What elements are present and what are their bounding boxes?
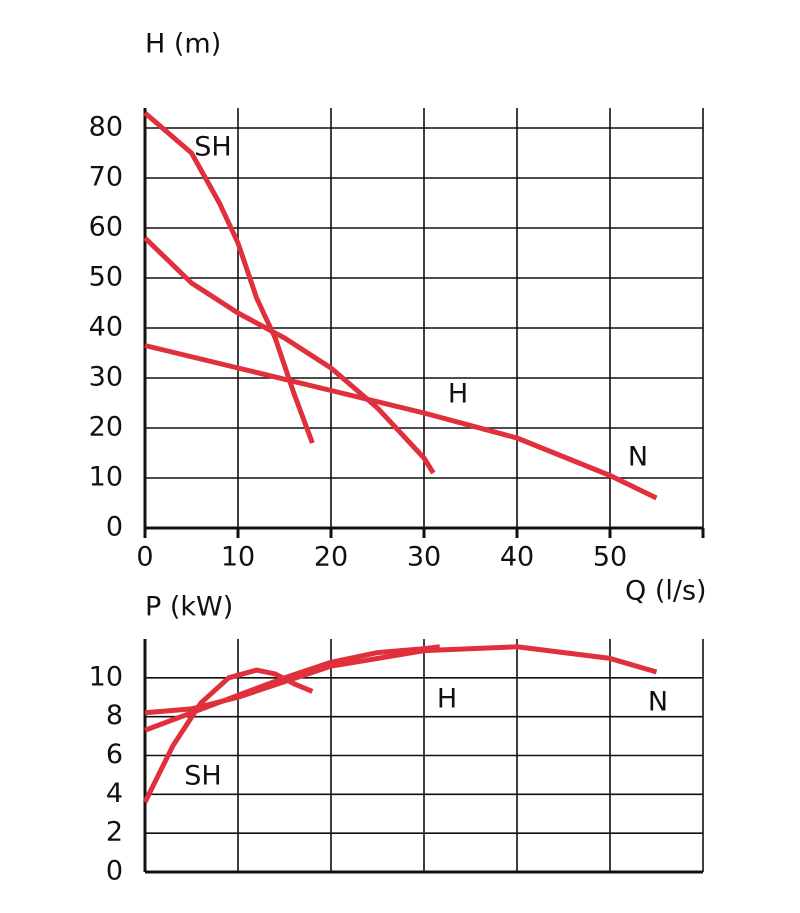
y-tick-label: 50 — [89, 262, 123, 293]
curve — [144, 343, 658, 501]
x-tick-label: 50 — [593, 542, 627, 573]
x-tick-label: 0 — [136, 542, 153, 573]
y-tick-label: 40 — [89, 312, 123, 343]
curve — [143, 236, 436, 475]
y-tick-label: 70 — [89, 162, 123, 193]
y-tick-label: 30 — [89, 362, 123, 393]
x-tick-label: 20 — [314, 542, 348, 573]
y-tick-label: 4 — [106, 778, 123, 809]
y-tick-label: 0 — [106, 856, 123, 887]
y-tick-label: 0 — [106, 512, 123, 543]
y-tick-label: 60 — [89, 212, 123, 243]
curve-label: N — [648, 687, 668, 718]
curve-label: N — [628, 442, 648, 473]
curve-label: H — [448, 379, 468, 410]
y-tick-label: 80 — [89, 112, 123, 143]
y-tick-label: 2 — [106, 817, 123, 848]
y-axis-label: P (kW) — [145, 592, 233, 623]
x-tick-label: 30 — [407, 542, 441, 573]
y-tick-label: 10 — [89, 661, 123, 692]
x-tick-label: 40 — [500, 542, 534, 573]
y-tick-label: 10 — [89, 462, 123, 493]
curve-label: H — [437, 684, 457, 715]
y-tick-label: 8 — [106, 700, 123, 731]
curve-label: SH — [184, 761, 221, 792]
y-tick-label: 6 — [106, 739, 123, 770]
x-axis-label: Q (l/s) — [625, 576, 707, 607]
x-tick-label: 10 — [221, 542, 255, 573]
y-axis-label: H (m) — [145, 29, 221, 60]
curve — [144, 644, 658, 716]
curve-label: SH — [194, 132, 231, 163]
y-tick-label: 20 — [89, 412, 123, 443]
curve — [142, 667, 314, 804]
curve — [144, 644, 441, 733]
curve — [143, 111, 315, 444]
